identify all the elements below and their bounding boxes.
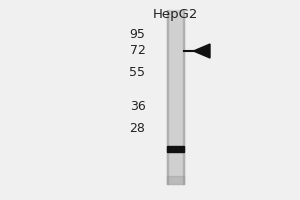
Text: 28: 28 <box>130 122 146 136</box>
Polygon shape <box>194 44 210 58</box>
Text: 72: 72 <box>130 45 146 58</box>
Text: 95: 95 <box>130 28 146 42</box>
Bar <box>167 176 184 184</box>
Bar <box>167 10 184 184</box>
Text: 36: 36 <box>130 100 146 114</box>
Bar <box>182 10 184 184</box>
Bar <box>167 146 184 152</box>
Text: HepG2: HepG2 <box>153 8 198 21</box>
Text: 55: 55 <box>130 66 146 78</box>
Bar <box>167 10 169 184</box>
